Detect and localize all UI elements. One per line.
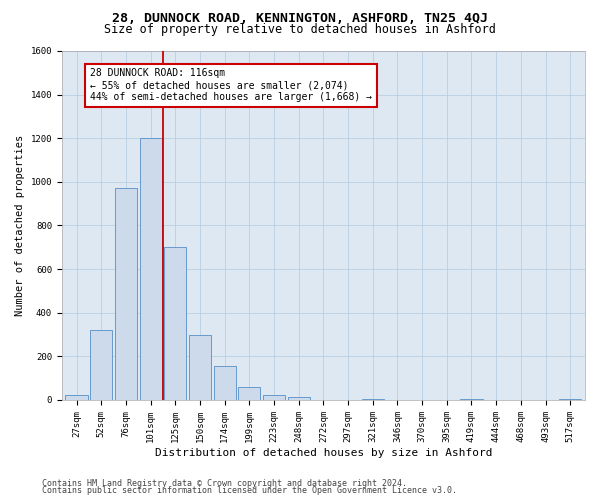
X-axis label: Distribution of detached houses by size in Ashford: Distribution of detached houses by size … xyxy=(155,448,492,458)
Text: Contains HM Land Registry data © Crown copyright and database right 2024.: Contains HM Land Registry data © Crown c… xyxy=(42,478,407,488)
Bar xyxy=(214,366,236,400)
Text: 28, DUNNOCK ROAD, KENNINGTON, ASHFORD, TN25 4QJ: 28, DUNNOCK ROAD, KENNINGTON, ASHFORD, T… xyxy=(112,12,488,26)
Bar xyxy=(238,387,260,400)
Bar xyxy=(115,188,137,400)
Bar xyxy=(460,399,482,400)
Text: Contains public sector information licensed under the Open Government Licence v3: Contains public sector information licen… xyxy=(42,486,457,495)
Bar xyxy=(140,138,162,400)
Bar xyxy=(90,330,112,400)
Bar xyxy=(559,399,581,400)
Bar xyxy=(65,394,88,400)
Text: Size of property relative to detached houses in Ashford: Size of property relative to detached ho… xyxy=(104,22,496,36)
Text: 28 DUNNOCK ROAD: 116sqm
← 55% of detached houses are smaller (2,074)
44% of semi: 28 DUNNOCK ROAD: 116sqm ← 55% of detache… xyxy=(90,68,372,102)
Bar xyxy=(362,399,384,400)
Bar xyxy=(287,396,310,400)
Bar xyxy=(189,334,211,400)
Bar xyxy=(263,394,285,400)
Bar xyxy=(164,248,187,400)
Y-axis label: Number of detached properties: Number of detached properties xyxy=(15,135,25,316)
